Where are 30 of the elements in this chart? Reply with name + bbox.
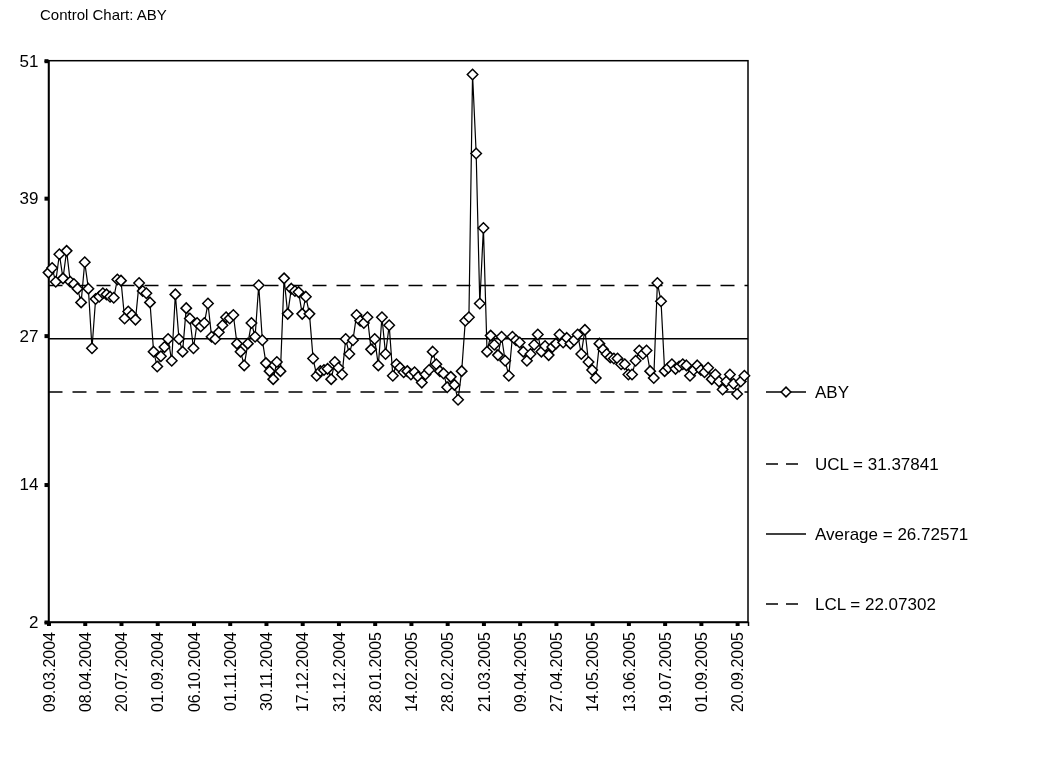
x-tick-label: 09.04.2005 (511, 631, 529, 713)
x-tick-label: 20.07.2004 (113, 631, 131, 713)
x-tick-label: 20.09.2005 (729, 631, 747, 713)
y-tick-label: 39 (19, 189, 39, 209)
x-tick-label: 09.03.2004 (40, 631, 58, 713)
x-tick-label: 28.02.2005 (439, 631, 457, 713)
chart-title: Control Chart: ABY (40, 6, 167, 23)
x-tick-label: 01.09.2004 (149, 631, 167, 713)
x-tick-label: 14.05.2005 (584, 631, 602, 713)
y-tick-label: 27 (19, 326, 39, 346)
x-tick-label: 31.12.2004 (330, 631, 348, 713)
y-tick-label: 14 (19, 475, 39, 495)
legend-label: LCL = 22.07302 (815, 595, 936, 614)
x-tick-label: 30.11.2004 (258, 631, 276, 711)
x-tick-label: 17.12.2004 (294, 631, 312, 713)
x-tick-label: 14.02.2005 (403, 631, 421, 713)
x-tick-label: 13.06.2005 (620, 631, 638, 713)
x-tick-label: 21.03.2005 (475, 631, 493, 713)
x-tick-label: 08.04.2004 (76, 631, 94, 713)
x-tick-label: 27.04.2005 (548, 631, 566, 713)
legend-label: Average = 26.72571 (815, 525, 969, 544)
x-tick-label: 28.01.2005 (366, 631, 384, 713)
x-tick-label: 01.09.2005 (692, 631, 710, 713)
y-tick-label: 2 (29, 612, 39, 632)
x-tick-label: 01.11.2004 (221, 631, 239, 711)
legend-label: UCL = 31.37841 (815, 455, 939, 474)
x-tick-label: 19.07.2005 (656, 631, 674, 713)
y-tick-label: 51 (19, 51, 39, 71)
legend-label: ABY (815, 383, 850, 402)
x-tick-label: 06.10.2004 (185, 631, 203, 713)
